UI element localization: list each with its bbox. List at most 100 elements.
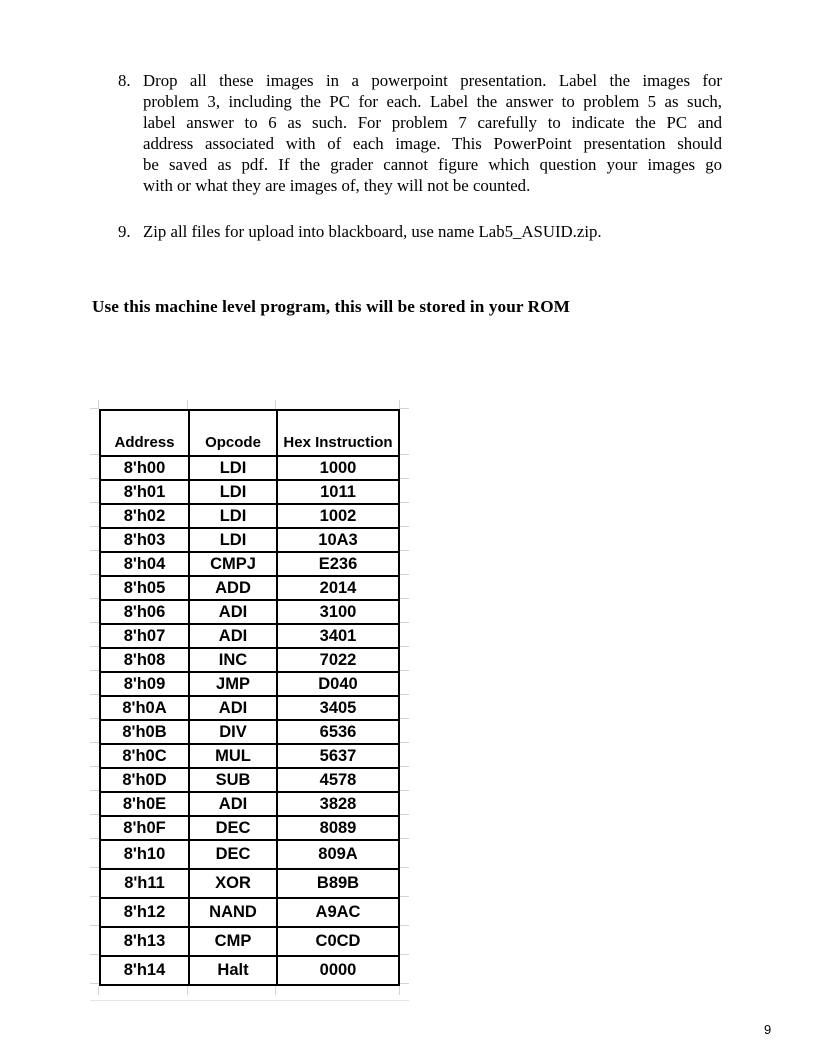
cell-opcode: LDI (188, 455, 278, 481)
list-item-9: 9. Zip all files for upload into blackbo… (118, 221, 758, 242)
table-row: 8'h13 CMP C0CD (99, 926, 400, 957)
gridline-artifact (90, 622, 99, 623)
table-row: 8'h10 DEC 809A (99, 839, 400, 870)
table-row: 8'h14 Halt 0000 (99, 955, 400, 986)
list-item-8-text: Drop all these images in a powerpoint pr… (143, 70, 722, 196)
cell-opcode: ADI (188, 599, 278, 625)
cell-hex-instruction: 8089 (276, 815, 400, 841)
gridline-artifact (399, 986, 400, 995)
list-item-9-text: Zip all files for upload into blackboard… (143, 222, 602, 241)
cell-opcode: DEC (188, 815, 278, 841)
gridline-artifact (400, 408, 409, 409)
cell-opcode: Halt (188, 955, 278, 986)
gridline-artifact (90, 670, 99, 671)
gridline-artifact (90, 502, 99, 503)
gridline-artifact (400, 718, 409, 719)
table-header-row: Address Opcode Hex Instruction (99, 409, 400, 457)
cell-hex-instruction: 809A (276, 839, 400, 870)
cell-address: 8'h00 (99, 455, 190, 481)
gridline-artifact (400, 574, 409, 575)
cell-address: 8'h03 (99, 527, 190, 553)
rom-program-heading: Use this machine level program, this wil… (92, 297, 570, 316)
table-row: 8'h11 XOR B89B (99, 868, 400, 899)
cell-hex-instruction: 1000 (276, 455, 400, 481)
cell-hex-instruction: 10A3 (276, 527, 400, 553)
gridline-artifact (90, 896, 99, 897)
gridline-artifact (400, 622, 409, 623)
cell-address: 8'h12 (99, 897, 190, 928)
table-row: 8'h0A ADI 3405 (99, 695, 400, 721)
cell-address: 8'h01 (99, 479, 190, 505)
cell-hex-instruction: 3100 (276, 599, 400, 625)
page-number: 9 (764, 1022, 772, 1037)
gridline-artifact (90, 790, 99, 791)
gridline-artifact (400, 550, 409, 551)
list-item-8: 8. Drop all these images in a powerpoint… (118, 70, 722, 196)
cell-address: 8'h0E (99, 791, 190, 817)
cell-opcode: JMP (188, 671, 278, 697)
cell-opcode: LDI (188, 527, 278, 553)
cell-hex-instruction: 4578 (276, 767, 400, 793)
cell-hex-instruction: 0000 (276, 955, 400, 986)
paragraph-line: address associated with of each image. T… (143, 134, 722, 153)
gridline-artifact (400, 478, 409, 479)
gridline-artifact (90, 718, 99, 719)
cell-address: 8'h06 (99, 599, 190, 625)
gridline-artifact (400, 896, 409, 897)
gridline-artifact (400, 526, 409, 527)
cell-hex-instruction: 3401 (276, 623, 400, 649)
gridline-artifact (399, 400, 400, 409)
cell-address: 8'h09 (99, 671, 190, 697)
gridline-artifact (400, 790, 409, 791)
table-row: 8'h05 ADD 2014 (99, 575, 400, 601)
gridline-artifact (90, 694, 99, 695)
table-row: 8'h0E ADI 3828 (99, 791, 400, 817)
gridline-artifact (400, 694, 409, 695)
gridline-artifact (90, 646, 99, 647)
cell-address: 8'h05 (99, 575, 190, 601)
gridline-artifact (400, 598, 409, 599)
cell-hex-instruction: 1011 (276, 479, 400, 505)
cell-address: 8'h04 (99, 551, 190, 577)
cell-opcode: INC (188, 647, 278, 673)
table-row: 8'h09 JMP D040 (99, 671, 400, 697)
gridline-artifact (400, 925, 409, 926)
gridline-artifact (90, 1000, 409, 1001)
column-header-address: Address (99, 409, 190, 457)
cell-hex-instruction: 3405 (276, 695, 400, 721)
paragraph-line: Drop all these images in a powerpoint pr… (143, 71, 722, 90)
paragraph-line: with or what they are images of, they wi… (143, 176, 531, 195)
cell-address: 8'h0A (99, 695, 190, 721)
gridline-artifact (90, 454, 99, 455)
cell-address: 8'h0D (99, 767, 190, 793)
table-row: 8'h12 NAND A9AC (99, 897, 400, 928)
table-row: 8'h0B DIV 6536 (99, 719, 400, 745)
table-row: 8'h01 LDI 1011 (99, 479, 400, 505)
cell-address: 8'h10 (99, 839, 190, 870)
table-row: 8'h0D SUB 4578 (99, 767, 400, 793)
gridline-artifact (90, 925, 99, 926)
paragraph-line: label answer to 6 as such. For problem 7… (143, 113, 722, 132)
gridline-artifact (400, 742, 409, 743)
gridline-artifact (90, 598, 99, 599)
table-row: 8'h0F DEC 8089 (99, 815, 400, 841)
gridline-artifact (400, 867, 409, 868)
cell-address: 8'h0B (99, 719, 190, 745)
rom-table-body: 8'h00 LDI 1000 8'h01 LDI 1011 8'h02 LDI … (99, 455, 400, 986)
cell-opcode: LDI (188, 503, 278, 529)
cell-hex-instruction: B89B (276, 868, 400, 899)
gridline-artifact (275, 986, 276, 995)
cell-address: 8'h0F (99, 815, 190, 841)
cell-hex-instruction: D040 (276, 671, 400, 697)
rom-table: Address Opcode Hex Instruction 8'h00 LDI… (99, 409, 400, 986)
list-marker: 8. (118, 71, 131, 90)
gridline-artifact (90, 478, 99, 479)
cell-address: 8'h07 (99, 623, 190, 649)
cell-hex-instruction: 2014 (276, 575, 400, 601)
cell-opcode: CMP (188, 926, 278, 957)
gridline-artifact (400, 670, 409, 671)
cell-address: 8'h02 (99, 503, 190, 529)
gridline-artifact (90, 983, 99, 984)
gridline-artifact (400, 646, 409, 647)
gridline-artifact (400, 502, 409, 503)
